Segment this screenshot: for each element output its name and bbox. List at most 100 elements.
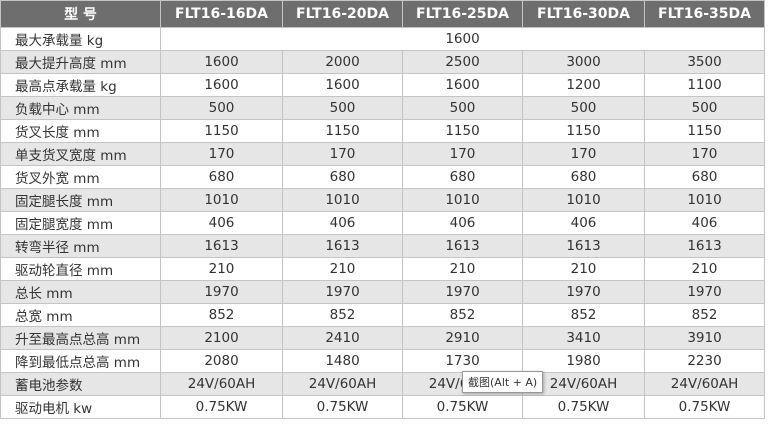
cell: 852 [160,303,283,327]
table-row: 驱动轮直径 mm 210 210 210 210 210 [0,257,765,281]
cell: 210 [522,257,645,281]
cell: 1010 [402,188,523,212]
cell: 1150 [160,119,283,143]
header-cell: FLT16-25DA [402,0,523,28]
row-label: 负载中心 mm [0,96,161,120]
cell: 1613 [522,234,645,258]
cell: 852 [402,303,523,327]
cell: 0.75KW [522,395,645,419]
cell: 1613 [402,234,523,258]
table-row: 驱动电机 kw 0.75KW 0.75KW 0.75KW 0.75KW 0.75KW [0,395,765,419]
cell: 500 [160,96,283,120]
cell: 3910 [644,326,765,350]
table-row: 货叉长度 mm 1150 1150 1150 1150 1150 [0,119,765,143]
cell: 1970 [522,280,645,304]
table-row: 总长 mm 1970 1970 1970 1970 1970 [0,280,765,304]
cell: 2000 [282,50,403,74]
cell: 680 [282,165,403,189]
cell: 1730 [402,349,523,373]
row-label: 蓄电池参数 [0,372,161,396]
cell: 1150 [644,119,765,143]
cell: 24V/60AH [160,372,283,396]
cell: 1150 [402,119,523,143]
table-row: 货叉外宽 mm 680 680 680 680 680 [0,165,765,189]
row-label: 转弯半径 mm [0,234,161,258]
cell: 406 [644,211,765,235]
cell: 1200 [522,73,645,97]
cell: 852 [644,303,765,327]
cell: 0.75KW [160,395,283,419]
table-row: 最大提升高度 mm 1600 2000 2500 3000 3500 [0,50,765,74]
cell: 2080 [160,349,283,373]
row-label: 最高点承载量 kg [0,73,161,97]
cell: 170 [644,142,765,166]
cell: 1613 [160,234,283,258]
cell: 1970 [160,280,283,304]
cell: 1600 [402,73,523,97]
header-cell: FLT16-30DA [522,0,645,28]
table-row: 转弯半径 mm 1613 1613 1613 1613 1613 [0,234,765,258]
cell: 680 [522,165,645,189]
cell: 1613 [644,234,765,258]
cell: 2230 [644,349,765,373]
header-cell: FLT16-16DA [160,0,283,28]
row-label: 总宽 mm [0,303,161,327]
cell: 1970 [282,280,403,304]
table-row: 单支货叉宽度 mm 170 170 170 170 170 [0,142,765,166]
cell: 1600 [160,27,765,51]
cell: 2410 [282,326,403,350]
cell: 1100 [644,73,765,97]
cell: 500 [644,96,765,120]
cell: 406 [282,211,403,235]
cell: 3000 [522,50,645,74]
header-cell: 型 号 [0,0,161,28]
cell: 170 [282,142,403,166]
cell: 680 [402,165,523,189]
cell: 406 [522,211,645,235]
row-label: 降到最低点总高 mm [0,349,161,373]
table-row: 蓄电池参数24V/60AH24V/60AH24V/60AH24V/60AH24V… [0,372,765,396]
row-label: 最大承载量 kg [0,27,161,51]
cell: 2500 [402,50,523,74]
cell: 1970 [644,280,765,304]
tooltip: 截图(Alt + A) [462,371,544,393]
table-row: 负载中心 mm 500 500 500 500 500 [0,96,765,120]
cell: 210 [644,257,765,281]
cell: 1980 [522,349,645,373]
cell: 500 [282,96,403,120]
table-row: 总宽 mm 852 852 852 852 852 [0,303,765,327]
table-row: 固定腿宽度 mm 406 406 406 406 406 [0,211,765,235]
spec-table: 型 号 FLT16-16DA FLT16-20DA FLT16-25DA FLT16-3… [0,0,765,419]
cell: 170 [522,142,645,166]
cell: 406 [160,211,283,235]
row-label: 升至最高点总高 mm [0,326,161,350]
cell: 210 [160,257,283,281]
row-label: 驱动电机 kw [0,395,161,419]
cell: 852 [522,303,645,327]
cell: 0.75KW [644,395,765,419]
header-row: 型 号 FLT16-16DA FLT16-20DA FLT16-25DA FLT16-3… [0,0,765,28]
table-row: 降到最低点总高 mm 2080 1480 1730 1980 2230 [0,349,765,373]
cell: 500 [402,96,523,120]
table-body: 最大承载量 kg 1600 最大提升高度 mm 1600 2000 2500 3000 350… [0,27,765,419]
row-label: 驱动轮直径 mm [0,257,161,281]
cell: 0.75KW [282,395,403,419]
cell: 24V/60AH [644,372,765,396]
cell: 1970 [402,280,523,304]
cell: 1010 [644,188,765,212]
cell: 1613 [282,234,403,258]
cell: 1480 [282,349,403,373]
row-label: 固定腿宽度 mm [0,211,161,235]
cell: 1600 [160,50,283,74]
cell: 1150 [282,119,403,143]
table-row: 最高点承载量 kg 1600 1600 1600 1200 1100 [0,73,765,97]
table-row: 最大承载量 kg 1600 [0,27,765,51]
cell: 1010 [160,188,283,212]
header-cell: FLT16-35DA [644,0,765,28]
cell: 0.75KW [402,395,523,419]
cell: 170 [160,142,283,166]
row-label: 总长 mm [0,280,161,304]
cell: 1600 [282,73,403,97]
